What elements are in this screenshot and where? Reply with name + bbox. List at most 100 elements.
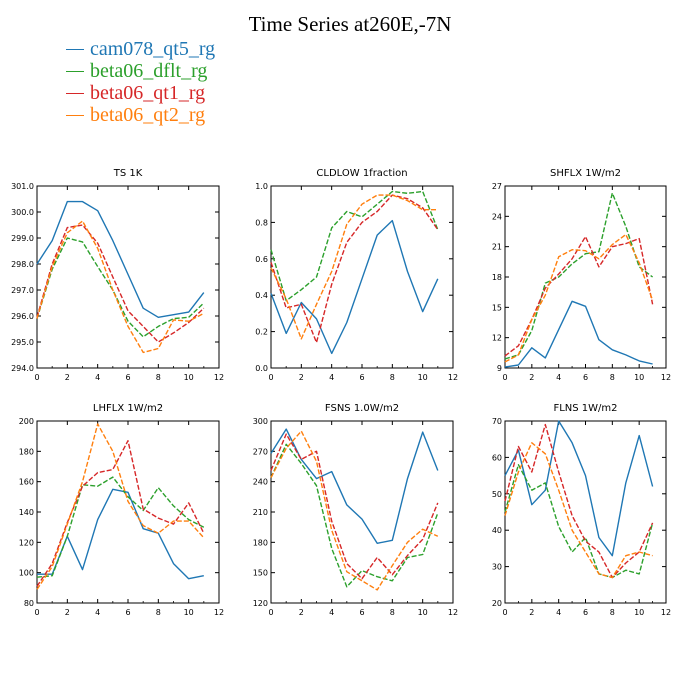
subplot-title: FLNS 1W/m2 xyxy=(553,403,617,414)
plot-frame xyxy=(36,420,220,604)
y-tick-label: 18 xyxy=(492,273,502,282)
y-tick-label: 300.0 xyxy=(11,208,34,217)
y-tick-label: 24 xyxy=(492,212,502,221)
series-line xyxy=(37,488,204,580)
y-tick-label: 30 xyxy=(492,563,502,572)
legend-swatch xyxy=(66,49,84,50)
x-tick-label: 0 xyxy=(502,608,507,617)
y-tick-label: 120 xyxy=(253,599,268,608)
x-tick-label: 6 xyxy=(583,608,588,617)
series-line xyxy=(504,300,653,368)
y-tick-label: 210 xyxy=(253,508,268,517)
y-tick-label: 296.0 xyxy=(11,312,34,321)
series-line xyxy=(270,443,439,588)
x-tick-label: 2 xyxy=(529,373,534,382)
y-tick-label: 240 xyxy=(253,478,268,487)
y-tick-label: 300 xyxy=(253,417,268,426)
x-tick-label: 0 xyxy=(502,373,507,382)
series-line xyxy=(270,194,439,344)
y-tick-label: 40 xyxy=(492,526,502,535)
subplot: CLDLOW 1fraction 0 2 4 6 8 10 12 0.0 0.2 0.4 0.6 0.8… xyxy=(255,168,458,382)
y-tick-label: 200 xyxy=(19,417,34,426)
series-line xyxy=(504,442,653,579)
x-tick-label: 8 xyxy=(390,608,395,617)
series-line xyxy=(36,200,205,318)
x-tick-label: 10 xyxy=(634,608,644,617)
x-tick-label: 4 xyxy=(556,373,561,382)
series-line xyxy=(270,428,439,544)
x-tick-label: 12 xyxy=(448,608,458,617)
y-tick-label: 0.6 xyxy=(255,255,268,264)
x-tick-label: 10 xyxy=(634,373,644,382)
subplot: FSNS 1.0W/m2 0 2 4 6 8 10 12 120 150 180 210 240 270 3… xyxy=(253,403,458,617)
x-tick-label: 0 xyxy=(268,373,273,382)
y-tick-label: 299.0 xyxy=(11,234,34,243)
x-tick-label: 2 xyxy=(65,608,70,617)
series-line xyxy=(36,423,205,590)
x-tick-label: 2 xyxy=(529,608,534,617)
series-line xyxy=(36,476,205,578)
series-line xyxy=(36,220,205,354)
series-line xyxy=(504,420,654,557)
x-tick-label: 6 xyxy=(359,608,364,617)
x-tick-label: 4 xyxy=(329,373,334,382)
x-tick-label: 0 xyxy=(268,608,273,617)
x-tick-label: 2 xyxy=(65,373,70,382)
series-line xyxy=(270,194,438,340)
y-tick-label: 50 xyxy=(492,490,502,499)
x-tick-label: 10 xyxy=(184,608,194,617)
y-tick-label: 160 xyxy=(19,478,34,487)
x-tick-label: 6 xyxy=(359,373,364,382)
series-line xyxy=(504,233,654,363)
y-tick-label: 9 xyxy=(497,364,502,373)
figure-title: Time Series at260E,-7N xyxy=(248,12,452,36)
y-tick-label: 150 xyxy=(253,569,268,578)
y-tick-label: 140 xyxy=(19,508,34,517)
x-tick-label: 8 xyxy=(156,373,161,382)
subplot: TS 1K 0 2 4 6 8 10 12 294.0 295.0 296.0 297.0 298.0 2… xyxy=(11,168,224,382)
subplot: LHFLX 1W/m2 0 2 4 6 8 10 12 80 100 120 140 160 180 200 xyxy=(19,403,224,617)
y-tick-label: 70 xyxy=(492,417,502,426)
x-tick-label: 12 xyxy=(448,373,458,382)
series-line xyxy=(270,190,439,302)
y-tick-label: 21 xyxy=(492,243,502,252)
legend-swatch xyxy=(66,93,84,94)
x-tick-label: 10 xyxy=(184,373,194,382)
legend-label: beta06_dflt_rg xyxy=(90,60,208,82)
plot-frame xyxy=(270,420,454,604)
series-line xyxy=(504,192,654,360)
subplot-title: FSNS 1.0W/m2 xyxy=(325,403,399,414)
series-line xyxy=(270,430,439,591)
series-line xyxy=(504,423,654,579)
subplot-title: CLDLOW 1fraction xyxy=(316,168,407,179)
legend-label: beta06_qt1_rg xyxy=(90,82,206,104)
x-tick-label: 8 xyxy=(610,608,615,617)
y-tick-label: 0.2 xyxy=(255,328,268,337)
x-tick-label: 8 xyxy=(390,373,395,382)
y-tick-label: 180 xyxy=(19,447,34,456)
x-tick-label: 2 xyxy=(299,608,304,617)
subplot-title: TS 1K xyxy=(113,168,143,179)
y-tick-label: 120 xyxy=(19,538,34,547)
series-line xyxy=(270,219,439,355)
x-tick-label: 4 xyxy=(95,373,100,382)
x-tick-label: 6 xyxy=(125,608,130,617)
x-tick-label: 0 xyxy=(34,373,39,382)
legend-swatch xyxy=(66,71,84,72)
x-tick-label: 2 xyxy=(299,373,304,382)
y-tick-label: 295.0 xyxy=(11,338,34,347)
y-tick-label: 294.0 xyxy=(11,364,34,373)
y-tick-label: 15 xyxy=(492,303,502,312)
series-line xyxy=(504,235,654,357)
subplot-title: SHFLX 1W/m2 xyxy=(550,168,621,179)
y-tick-label: 0.4 xyxy=(255,291,268,300)
y-tick-label: 301.0 xyxy=(11,182,34,191)
plot-frame xyxy=(36,185,220,369)
y-tick-label: 0.8 xyxy=(255,218,268,227)
y-tick-label: 12 xyxy=(492,334,502,343)
y-tick-label: 60 xyxy=(492,453,502,462)
x-tick-label: 4 xyxy=(329,608,334,617)
x-tick-label: 8 xyxy=(156,608,161,617)
